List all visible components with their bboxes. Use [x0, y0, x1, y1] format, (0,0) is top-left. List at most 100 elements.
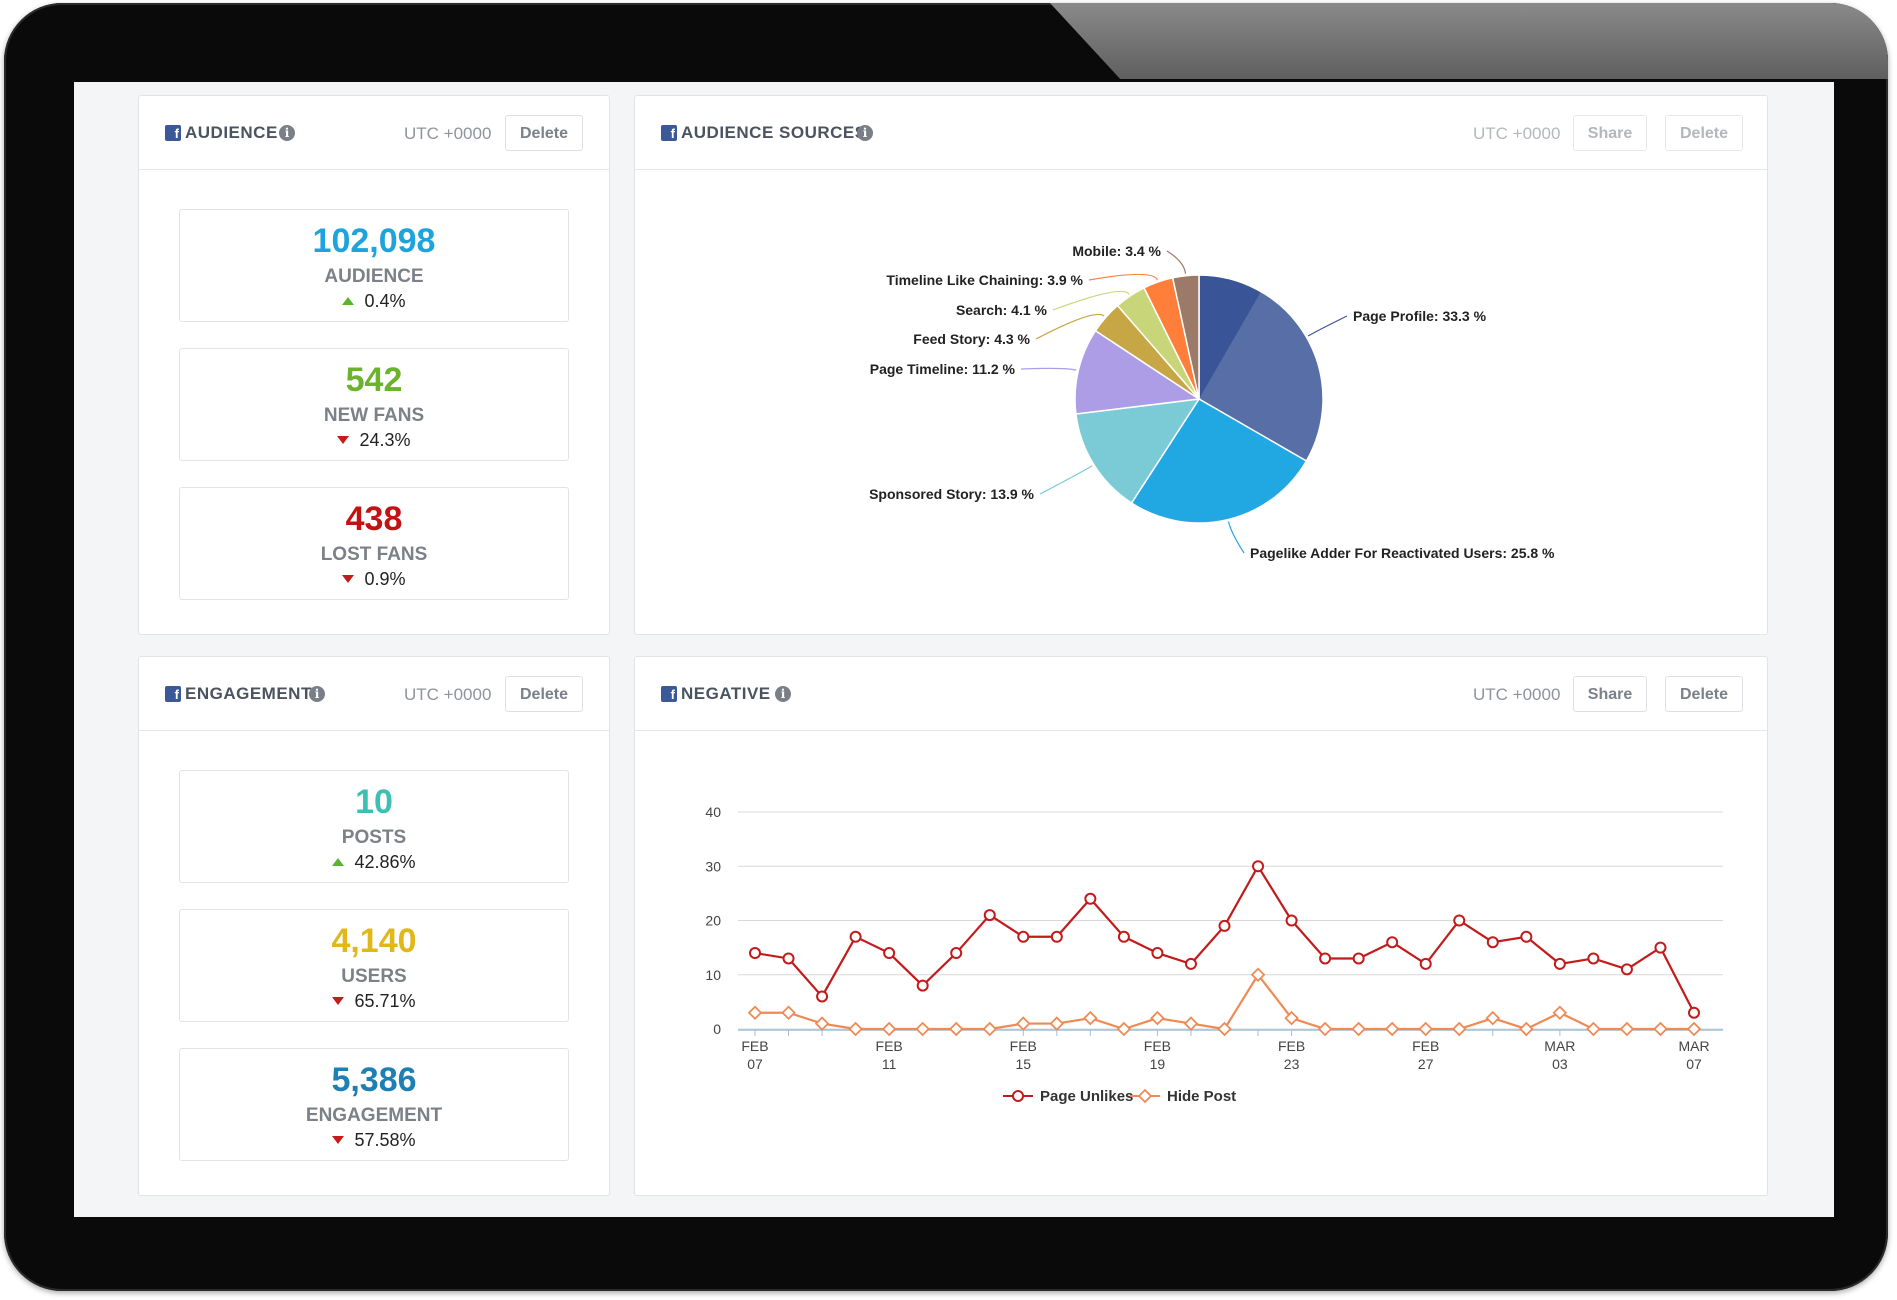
legend-label: Page Unlikes — [1040, 1088, 1133, 1105]
pie-slice — [1130, 397, 1308, 524]
data-point — [848, 1021, 863, 1037]
data-point — [749, 947, 761, 960]
legend-label: Hide Post — [1167, 1088, 1236, 1105]
info-icon[interactable]: i — [775, 686, 791, 702]
audience-sources-panel-header: f AUDIENCE SOURCES i UTC +0000 Share Del… — [635, 96, 1767, 170]
facebook-icon: f — [661, 686, 677, 702]
share-button[interactable]: Share — [1573, 115, 1647, 151]
info-icon[interactable]: i — [279, 125, 295, 141]
stat-value: 438 — [345, 500, 403, 538]
negative-line-chart: 0 10 20 30 40 FEB 07 FEB 11 FEB 15 FEB 19 FEB 23 FEB 27 M… — [705, 804, 1723, 1105]
x-tick-label: FEB — [1412, 1038, 1439, 1054]
x-tick-label: FEB — [1144, 1038, 1171, 1054]
stat-label: ENGAGEMENT — [305, 1105, 443, 1126]
data-point — [816, 990, 829, 1003]
stat-change: 0.9% — [180, 569, 568, 590]
delete-button[interactable]: Delete — [1665, 115, 1743, 151]
data-point — [1418, 1021, 1433, 1037]
x-tick-label: MAR — [1544, 1038, 1575, 1054]
stat-value: 5,386 — [331, 1061, 417, 1099]
pie-slice-label: Feed Story: 4.3 % — [913, 331, 1030, 347]
pie-slice-label: Page Timeline: 11.2 % — [870, 361, 1016, 377]
timezone-label: UTC +0000 — [1473, 685, 1561, 704]
stat-label: POSTS — [341, 827, 407, 848]
legend-marker — [1012, 1090, 1024, 1102]
series-line — [755, 972, 1694, 1031]
negative-panel-title: NEGATIVE — [681, 684, 771, 703]
pie-slice — [1198, 274, 1324, 463]
x-tick-label: 07 — [1686, 1056, 1702, 1072]
data-point — [1519, 1021, 1534, 1037]
data-point — [1686, 1021, 1702, 1037]
x-tick-label: MAR — [1678, 1038, 1709, 1054]
audience-panel: f AUDIENCE i UTC +0000 Delete 102,098 AU… — [138, 95, 610, 635]
tablet-frame: f AUDIENCE i UTC +0000 Delete 102,098 AU… — [4, 3, 1888, 1291]
data-point — [1653, 1021, 1668, 1037]
audience-panel-header: f AUDIENCE i UTC +0000 Delete — [139, 96, 609, 170]
data-point — [1183, 1016, 1199, 1031]
x-tick-label: 15 — [1015, 1056, 1031, 1072]
timezone-label: UTC +0000 — [404, 685, 492, 704]
trend-down-icon — [332, 997, 345, 1005]
data-point — [747, 1005, 763, 1020]
stat-label: USERS — [341, 966, 407, 987]
pie-connector-line — [1052, 290, 1130, 311]
delete-button[interactable]: Delete — [1665, 676, 1743, 712]
audience-panel-title: AUDIENCE — [185, 123, 278, 142]
data-point — [1083, 1010, 1098, 1026]
stat-change: 0.4% — [180, 291, 568, 312]
data-point — [1285, 914, 1298, 927]
pie-connector-line — [1227, 521, 1245, 554]
data-point — [1587, 952, 1600, 965]
lost-fans-stat-card: 438 LOST FANS 0.9% — [179, 487, 569, 600]
timezone-label: UTC +0000 — [1473, 124, 1561, 143]
data-point — [1116, 1021, 1132, 1037]
x-tick-label: FEB — [741, 1038, 768, 1054]
share-button[interactable]: Share — [1573, 676, 1647, 712]
pie-slice — [1074, 329, 1202, 415]
x-tick-label: 03 — [1552, 1056, 1568, 1072]
x-tick-label: 11 — [882, 1056, 897, 1072]
facebook-icon: f — [165, 125, 181, 141]
audience-sources-panel: f AUDIENCE SOURCES i UTC +0000 Share Del… — [634, 95, 1768, 635]
data-point — [1016, 1016, 1031, 1031]
data-point — [1017, 930, 1030, 943]
stat-value: 102,098 — [312, 222, 436, 260]
data-point — [1317, 1021, 1333, 1037]
data-point — [982, 1021, 998, 1037]
data-point — [983, 909, 996, 922]
x-tick-label: 19 — [1150, 1056, 1166, 1072]
data-point — [883, 947, 896, 960]
pie-connector-line — [1020, 367, 1077, 371]
facebook-icon: f — [165, 686, 181, 702]
data-point — [1150, 1010, 1165, 1026]
data-point — [1117, 930, 1130, 943]
stat-label: NEW FANS — [323, 405, 425, 426]
data-point — [1553, 957, 1566, 970]
delete-button[interactable]: Delete — [505, 115, 583, 151]
delete-button[interactable]: Delete — [505, 676, 583, 712]
data-point — [1386, 936, 1399, 949]
pie-slice — [1075, 398, 1201, 505]
pie-slice — [1171, 274, 1200, 400]
data-point — [1619, 1021, 1635, 1037]
stat-change: 24.3% — [180, 430, 568, 451]
data-point — [1151, 947, 1164, 960]
data-point — [1250, 967, 1266, 983]
facebook-icon: f — [661, 125, 677, 141]
data-point — [781, 1005, 796, 1020]
series-line — [754, 864, 1695, 1014]
pie-connector-line — [1307, 315, 1348, 337]
info-icon[interactable]: i — [857, 125, 873, 141]
data-point — [1586, 1021, 1601, 1037]
engagement-panel-header: f ENGAGEMENT i UTC +0000 Delete — [139, 657, 609, 731]
data-point — [1184, 957, 1197, 970]
data-point — [1520, 930, 1533, 943]
pie-slice-label: Sponsored Story: 13.9 % — [869, 486, 1034, 502]
y-tick-label: 30 — [705, 858, 721, 874]
data-point — [1451, 1021, 1467, 1037]
data-point — [849, 930, 862, 943]
data-point — [1284, 1010, 1299, 1026]
data-point — [1084, 892, 1097, 905]
info-icon[interactable]: i — [309, 686, 325, 702]
